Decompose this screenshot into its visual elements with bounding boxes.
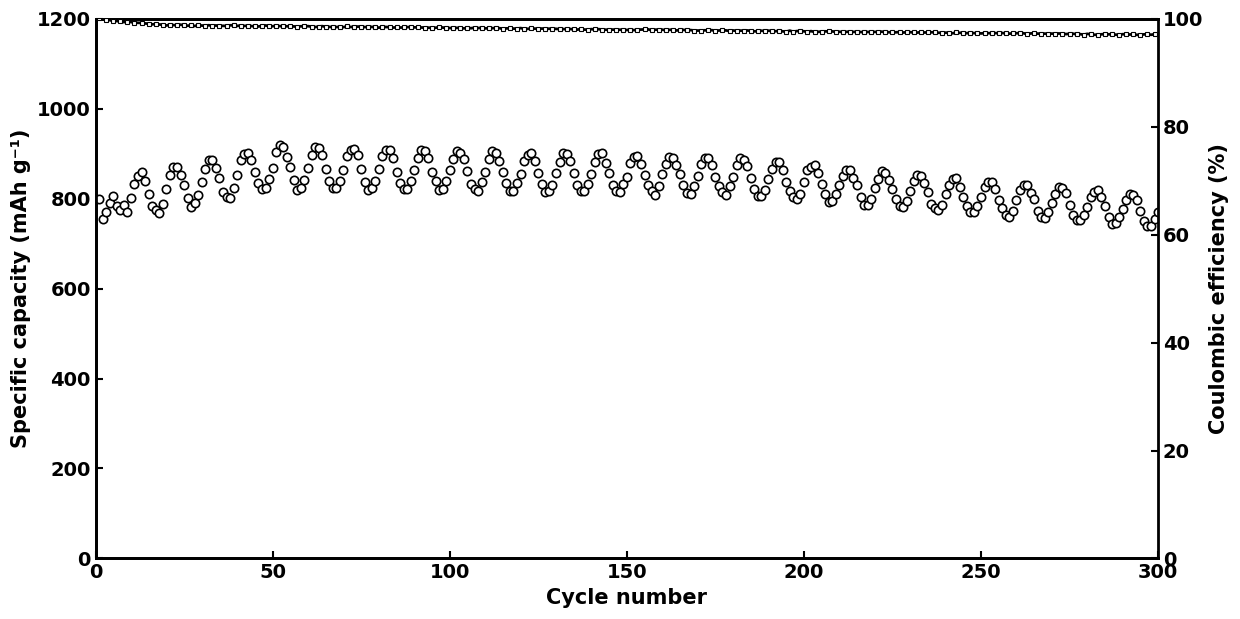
X-axis label: Cycle number: Cycle number: [547, 588, 707, 608]
Y-axis label: Specific capacity (mAh g⁻¹): Specific capacity (mAh g⁻¹): [11, 129, 31, 448]
Y-axis label: Coulombic efficiency (%): Coulombic efficiency (%): [1209, 143, 1229, 434]
